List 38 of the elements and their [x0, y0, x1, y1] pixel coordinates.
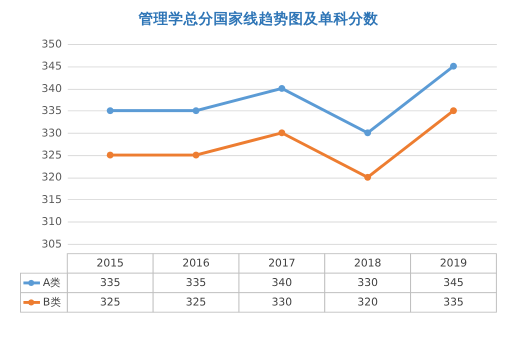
point: [106, 152, 114, 159]
y-tick-label: 315: [41, 192, 62, 206]
data-label: 345: [443, 276, 464, 289]
x-tick-label: 2015: [96, 256, 124, 270]
point: [364, 174, 372, 181]
y-tick-label: 340: [41, 82, 62, 95]
point: [192, 152, 200, 159]
point: [364, 129, 372, 136]
point: [450, 107, 457, 114]
data-label: 335: [186, 276, 206, 289]
data-label: 330: [357, 276, 378, 289]
y-tick-label: 330: [41, 126, 62, 140]
point: [450, 62, 457, 70]
x-tick-label: 2019: [440, 256, 468, 270]
data-label: 325: [186, 295, 206, 308]
point: [192, 107, 200, 114]
legend-label: A类: [42, 276, 62, 289]
y-tick-label: 335: [41, 104, 62, 118]
y-tick-label: 345: [41, 60, 62, 73]
y-tick-label: 325: [41, 148, 62, 162]
x-tick-label: 2018: [354, 256, 382, 270]
data-label: 320: [357, 295, 378, 308]
y-tick-label: 350: [41, 37, 62, 50]
legend-label: B类: [42, 295, 62, 308]
data-label: 325: [100, 295, 120, 308]
data-label: 335: [100, 276, 120, 289]
data-label: 340: [272, 276, 292, 289]
chart-title: 管理学总分国家线趋势图及单科分数: [137, 10, 380, 28]
data-label: 335: [443, 295, 464, 308]
y-tick-label: 320: [41, 170, 62, 184]
point: [278, 84, 286, 92]
point: [278, 129, 286, 136]
x-tick-label: 2017: [268, 256, 296, 270]
point: [106, 107, 114, 114]
data-label: 330: [272, 295, 292, 308]
y-tick-label: 310: [41, 215, 62, 228]
x-tick-label: 2016: [182, 256, 210, 270]
y-tick-label: 305: [41, 237, 62, 250]
